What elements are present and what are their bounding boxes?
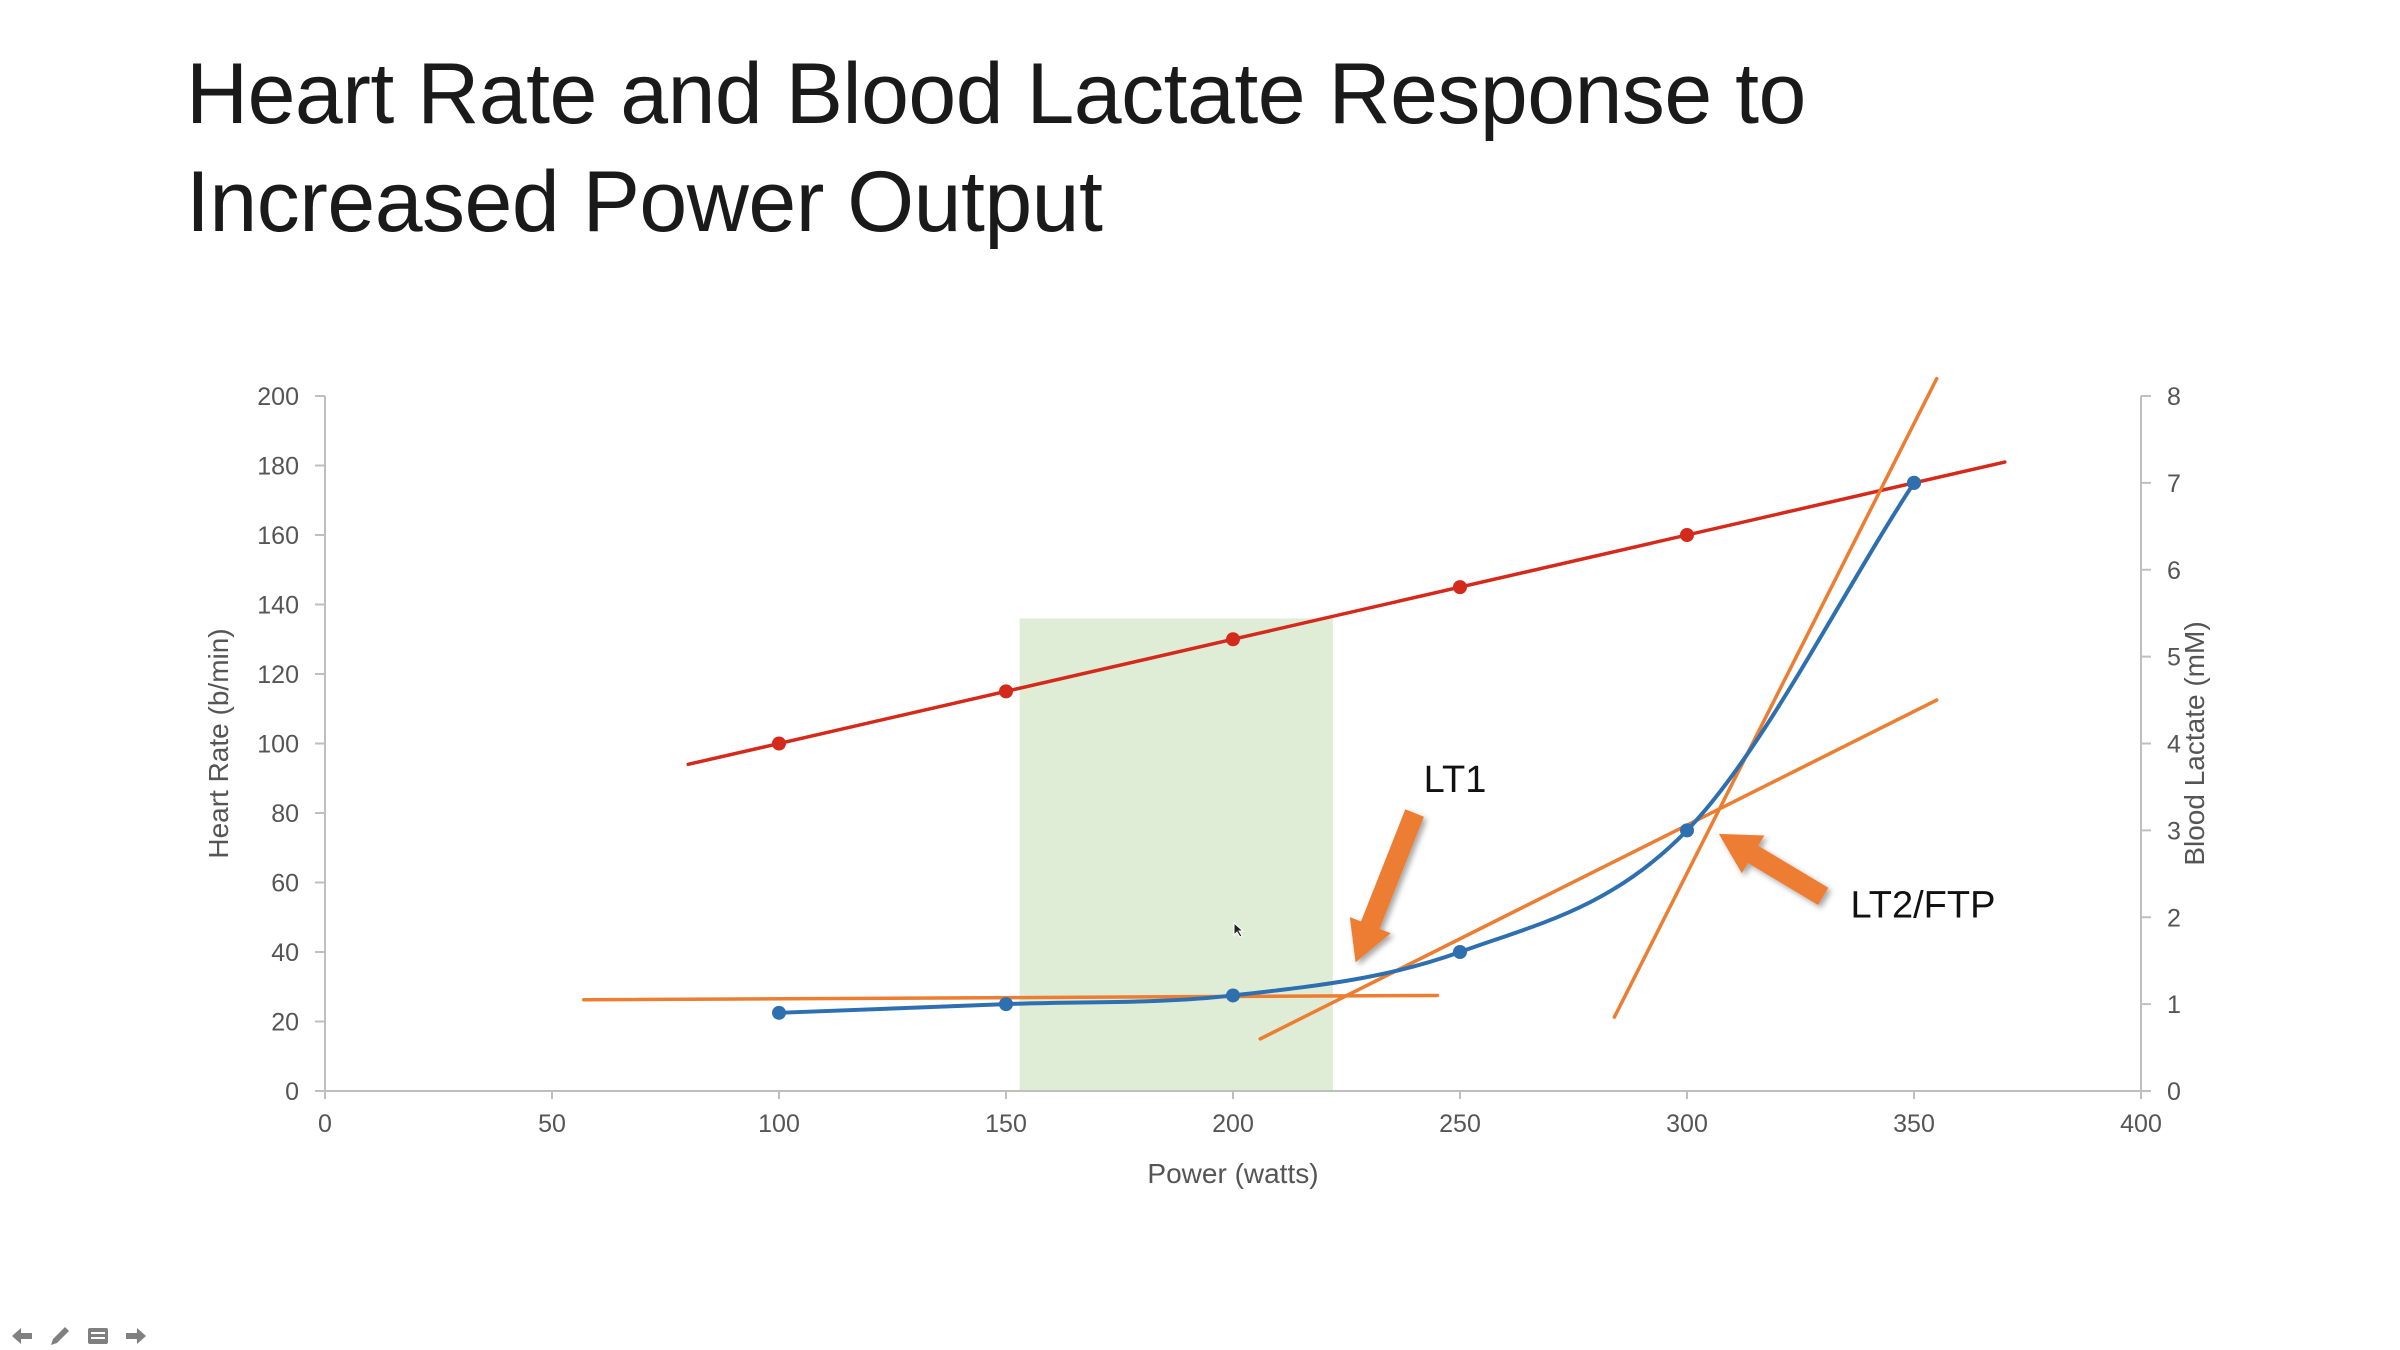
- guide-layer: [333, 613, 1338, 1092]
- y-tick-label: 60: [271, 870, 299, 898]
- x-tick-label: 150: [985, 1110, 1027, 1138]
- y-tick-label: 160: [257, 522, 299, 550]
- annotation-arrow-lt2: [1718, 833, 1829, 905]
- heart-rate-point: [1453, 580, 1467, 595]
- y2-axis-title: Blood Lactate (mM): [2179, 621, 2210, 865]
- previous-slide-icon[interactable]: [10, 1324, 34, 1348]
- heart-rate-point: [1226, 632, 1240, 647]
- y-tick-label: 180: [257, 453, 299, 481]
- annotation-label-lt1: LT1: [1424, 759, 1487, 801]
- x-tick-label: 300: [1666, 1110, 1708, 1138]
- point-layer: [772, 475, 1921, 1020]
- slide-controls: [10, 1324, 148, 1348]
- y-axis-title: Heart Rate (b/min): [203, 628, 234, 858]
- y2-tick-label: 3: [2167, 817, 2181, 845]
- zone-layer: [1019, 618, 1333, 1091]
- slide-title-line-2: Increased Power Output: [186, 154, 1103, 250]
- blood-lactate-point: [1453, 945, 1467, 959]
- x-axis-title: Power (watts): [1147, 1158, 1318, 1189]
- x-tick-label: 400: [2120, 1110, 2162, 1138]
- x-tick-label: 50: [538, 1110, 566, 1138]
- heart-rate-point: [1680, 528, 1694, 542]
- y-tick-label: 200: [257, 383, 299, 411]
- shaded-training-zone: [1019, 618, 1333, 1091]
- y-tick-label: 80: [271, 800, 299, 828]
- annotation-arrow-lt1: [1349, 809, 1424, 963]
- blood-lactate-point: [1907, 475, 1921, 490]
- blood-lactate-point: [1680, 823, 1694, 838]
- annotation-layer: LT1 LT2/FTP: [1349, 759, 1995, 963]
- x-tick-label: 200: [1212, 1110, 1254, 1138]
- y2-tick-label: 1: [2167, 991, 2181, 1019]
- x-tick-label: 250: [1439, 1110, 1481, 1138]
- trendline-layer: [582, 376, 2007, 1041]
- curve-layer: [778, 481, 1916, 1015]
- x-tick-label: 0: [318, 1110, 332, 1138]
- blood-lactate-point: [772, 1005, 786, 1020]
- y2-tick-label: 0: [2167, 1078, 2181, 1106]
- heart-rate-point: [772, 736, 786, 751]
- y2-tick-label: 7: [2167, 470, 2181, 498]
- middle-lactate-trend: [1258, 698, 1939, 1041]
- blood-lactate-point: [999, 997, 1013, 1012]
- y-tick-label: 140: [257, 592, 299, 620]
- y-tick-label: 120: [257, 661, 299, 689]
- notes-icon[interactable]: [86, 1324, 110, 1348]
- y-tick-label: 40: [271, 939, 299, 967]
- x-tick-label: 350: [1893, 1110, 1935, 1138]
- blood-lactate-curve: [778, 481, 1916, 1015]
- y2-tick-label: 8: [2167, 383, 2181, 411]
- mouse-pointer-icon: [1233, 921, 1245, 943]
- x-tick-label: 100: [758, 1110, 800, 1138]
- slide-title-line-1: Heart Rate and Blood Lactate Response to: [186, 46, 1806, 142]
- y2-tick-label: 6: [2167, 557, 2181, 585]
- baseline-lactate-trend: [582, 993, 1440, 1002]
- blood-lactate-point: [1226, 988, 1240, 1003]
- next-slide-icon[interactable]: [124, 1324, 148, 1348]
- heart-rate-point: [999, 684, 1013, 699]
- steep-lactate-trend: [1612, 376, 1939, 1019]
- y2-tick-label: 5: [2167, 644, 2181, 672]
- slide-title: Heart Rate and Blood Lactate Response to…: [186, 40, 2086, 256]
- y-tick-label: 100: [257, 731, 299, 759]
- annotation-label-lt2: LT2/FTP: [1850, 884, 1995, 926]
- y-tick-label: 20: [271, 1009, 299, 1037]
- y-tick-label: 0: [285, 1078, 299, 1106]
- pen-icon[interactable]: [48, 1324, 72, 1348]
- y2-tick-label: 2: [2167, 904, 2181, 932]
- y2-tick-label: 4: [2167, 731, 2181, 759]
- heart-rate-trend: [686, 460, 2007, 767]
